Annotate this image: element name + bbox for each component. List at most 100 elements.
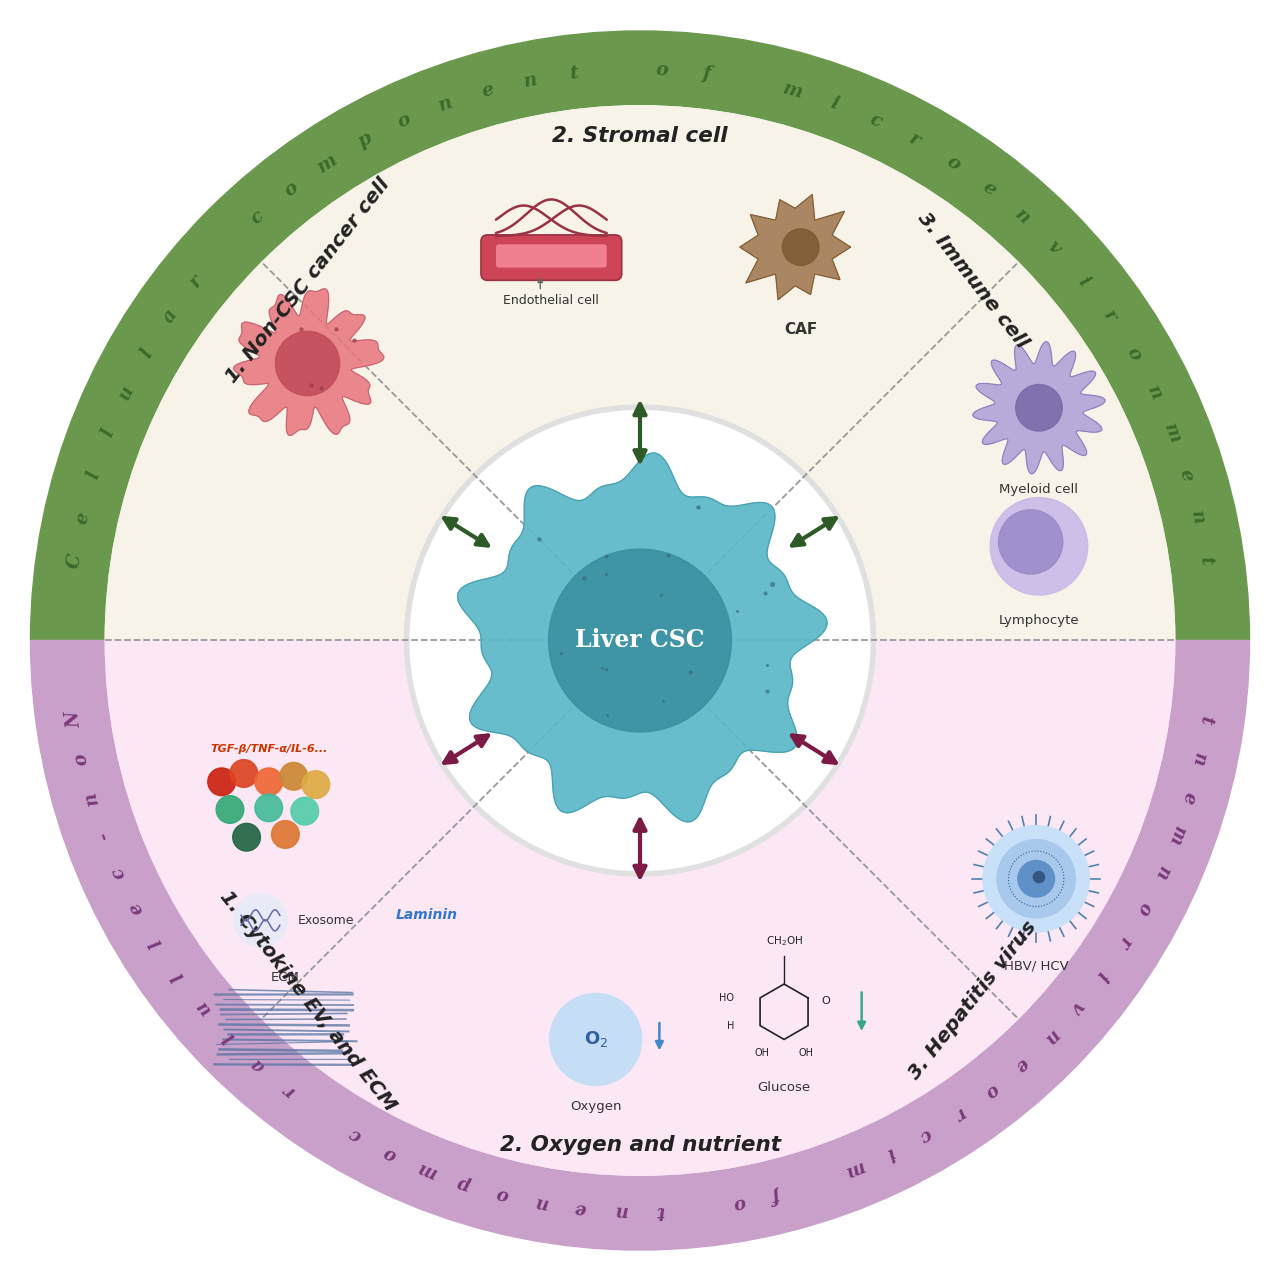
Text: -: - (93, 829, 114, 843)
Circle shape (207, 767, 236, 796)
Circle shape (410, 410, 870, 871)
Text: l: l (84, 469, 104, 480)
Text: Myeloid cell: Myeloid cell (1000, 483, 1079, 496)
Text: Endothelial cell: Endothelial cell (503, 295, 599, 307)
Text: o: o (72, 752, 92, 767)
Text: o: o (980, 1080, 1002, 1102)
Polygon shape (233, 288, 384, 436)
Wedge shape (105, 640, 1175, 1175)
Wedge shape (105, 106, 1175, 640)
Text: i: i (883, 1144, 897, 1163)
Circle shape (404, 405, 876, 876)
Circle shape (255, 794, 283, 821)
Text: n: n (1151, 863, 1172, 883)
Text: n: n (435, 94, 454, 115)
Text: n: n (522, 70, 539, 91)
Text: OH: OH (799, 1048, 814, 1058)
Text: o: o (732, 1193, 746, 1212)
Text: n: n (1039, 1026, 1061, 1048)
Circle shape (280, 762, 307, 790)
Text: o: o (655, 61, 668, 79)
Text: v: v (1068, 998, 1088, 1017)
Text: o: o (280, 178, 302, 200)
Text: Glucose: Glucose (758, 1081, 810, 1094)
Text: e: e (979, 178, 998, 200)
Text: m: m (314, 150, 340, 177)
Text: c: c (108, 863, 129, 881)
Text: m: m (1160, 420, 1184, 446)
Text: Laminin: Laminin (397, 908, 458, 922)
Circle shape (1033, 871, 1044, 883)
Text: e: e (125, 899, 147, 917)
Circle shape (1016, 384, 1062, 430)
Text: n: n (1187, 509, 1207, 526)
Text: f: f (772, 1185, 785, 1204)
Text: 1. Cytokine EV, and ECM: 1. Cytokine EV, and ECM (216, 886, 399, 1114)
Text: c: c (867, 110, 884, 131)
Text: ECM: ECM (271, 971, 300, 984)
Text: r: r (950, 1103, 968, 1123)
Text: e: e (1179, 790, 1199, 806)
FancyBboxPatch shape (495, 245, 607, 268)
Circle shape (255, 767, 283, 796)
Text: t: t (1196, 556, 1215, 566)
Text: CAF: CAF (785, 322, 818, 337)
Text: t: t (655, 1202, 664, 1220)
Wedge shape (31, 31, 1249, 640)
Circle shape (997, 840, 1075, 917)
Text: e: e (1011, 1054, 1032, 1075)
Text: n: n (613, 1202, 627, 1220)
Text: c: c (346, 1125, 364, 1145)
Text: e: e (73, 510, 92, 525)
Wedge shape (105, 640, 1175, 1175)
Polygon shape (973, 342, 1105, 474)
Circle shape (234, 894, 287, 947)
Circle shape (998, 510, 1062, 574)
Text: r: r (187, 272, 207, 291)
Text: HBV/ HCV: HBV/ HCV (1004, 959, 1069, 972)
Text: 2. Stromal cell: 2. Stromal cell (552, 127, 728, 146)
Circle shape (1018, 861, 1055, 897)
Text: o: o (1133, 899, 1155, 918)
Circle shape (302, 771, 330, 798)
Circle shape (233, 824, 260, 851)
Text: l: l (220, 1029, 238, 1045)
Text: e: e (573, 1199, 588, 1218)
Text: l: l (99, 427, 118, 439)
Text: r: r (279, 1080, 298, 1100)
FancyBboxPatch shape (481, 234, 622, 281)
Text: t: t (568, 64, 580, 83)
Circle shape (216, 796, 243, 824)
Text: l: l (137, 346, 156, 361)
Text: O$_2$: O$_2$ (584, 1030, 608, 1049)
Text: f: f (701, 64, 712, 83)
Circle shape (782, 229, 819, 265)
Text: n: n (1188, 751, 1208, 767)
Text: 3. Immune cell: 3. Immune cell (914, 209, 1032, 352)
Text: c: c (916, 1125, 934, 1145)
Text: Lymphocyte: Lymphocyte (998, 614, 1079, 626)
Text: 2. Oxygen and nutrient: 2. Oxygen and nutrient (499, 1135, 781, 1154)
Circle shape (230, 760, 257, 788)
Wedge shape (31, 640, 1249, 1250)
Text: i: i (1092, 968, 1111, 984)
Circle shape (550, 994, 641, 1085)
Text: Oxygen: Oxygen (570, 1100, 621, 1113)
Text: Liver CSC: Liver CSC (575, 629, 705, 652)
Text: r: r (1100, 307, 1120, 325)
Circle shape (271, 821, 300, 848)
Text: t: t (1196, 715, 1215, 725)
Text: o: o (396, 110, 413, 132)
Circle shape (291, 797, 319, 825)
Text: m: m (781, 79, 805, 102)
Text: p: p (355, 129, 375, 151)
Text: m: m (413, 1158, 438, 1181)
Text: 3. Hepatitis virus: 3. Hepatitis virus (905, 918, 1041, 1084)
Text: e: e (1176, 466, 1197, 483)
Text: O: O (822, 995, 829, 1006)
Text: a: a (159, 306, 180, 327)
Circle shape (991, 497, 1088, 596)
Circle shape (275, 332, 339, 396)
Text: OH: OH (754, 1048, 769, 1058)
Text: o: o (942, 152, 963, 174)
